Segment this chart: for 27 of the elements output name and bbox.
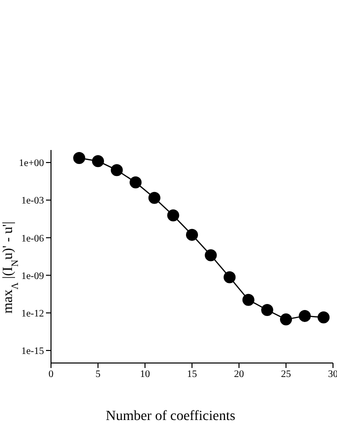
y-tick-label: 1e-09 — [21, 270, 44, 282]
point — [224, 271, 236, 284]
y-tick-label: 1e-15 — [21, 346, 44, 358]
x-tick-label: 20 — [234, 369, 244, 380]
x-tick-label: 0 — [48, 369, 54, 380]
y-tick-label: 1e-06 — [21, 233, 44, 244]
point — [92, 155, 104, 168]
point — [110, 164, 123, 176]
point — [261, 304, 274, 316]
point — [298, 310, 311, 322]
x-tick-label: 5 — [96, 369, 100, 380]
point — [242, 294, 254, 306]
y-tick-label: 1e-03 — [21, 196, 44, 207]
y-tick-label: 1e+00 — [18, 158, 44, 170]
point — [148, 192, 160, 204]
point — [73, 152, 86, 164]
point — [167, 209, 180, 222]
x-tick-label: 15 — [187, 369, 197, 380]
point — [318, 311, 330, 324]
x-axis-title: Number of coefficients — [106, 409, 236, 424]
x-tick-label: 25 — [281, 369, 291, 380]
x-tick-label: 10 — [140, 369, 150, 380]
point — [204, 249, 217, 262]
point — [186, 228, 198, 241]
point — [280, 313, 292, 326]
y-tick-label: 1e-12 — [21, 308, 44, 320]
point — [130, 176, 142, 188]
